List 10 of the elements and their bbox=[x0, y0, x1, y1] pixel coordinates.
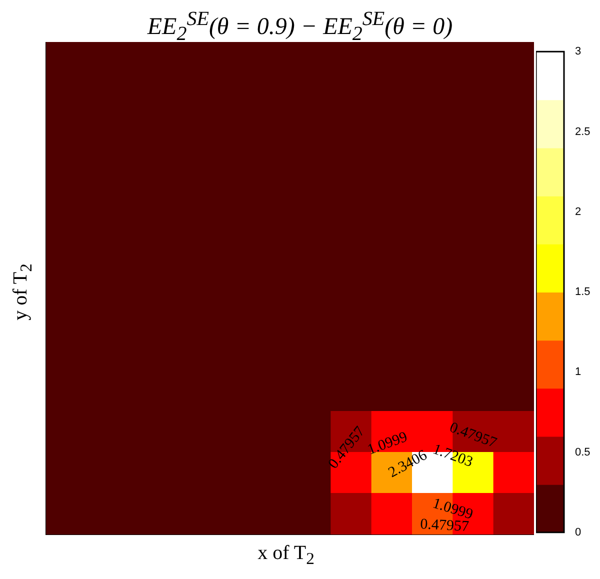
x-axis-title: x of T$_{2}$ bbox=[256, 542, 316, 569]
color-bar-label: 1 bbox=[575, 366, 582, 378]
color-bar-label: 3 bbox=[575, 46, 582, 58]
annotation: 1.7203 bbox=[430, 441, 475, 471]
color-bar-label: 0 bbox=[575, 526, 582, 538]
color-bar-label: 1.5 bbox=[575, 286, 590, 298]
color-bar-label: 0.5 bbox=[575, 446, 590, 458]
chart-title: EE$_{2}$$^{SE}$(θ = 0.9) − EE$_{2}$$^{SE}$(θ = 0) bbox=[146, 8, 454, 45]
color-bar-label: 2.5 bbox=[575, 126, 590, 138]
color-bar-label: 2 bbox=[575, 206, 582, 218]
